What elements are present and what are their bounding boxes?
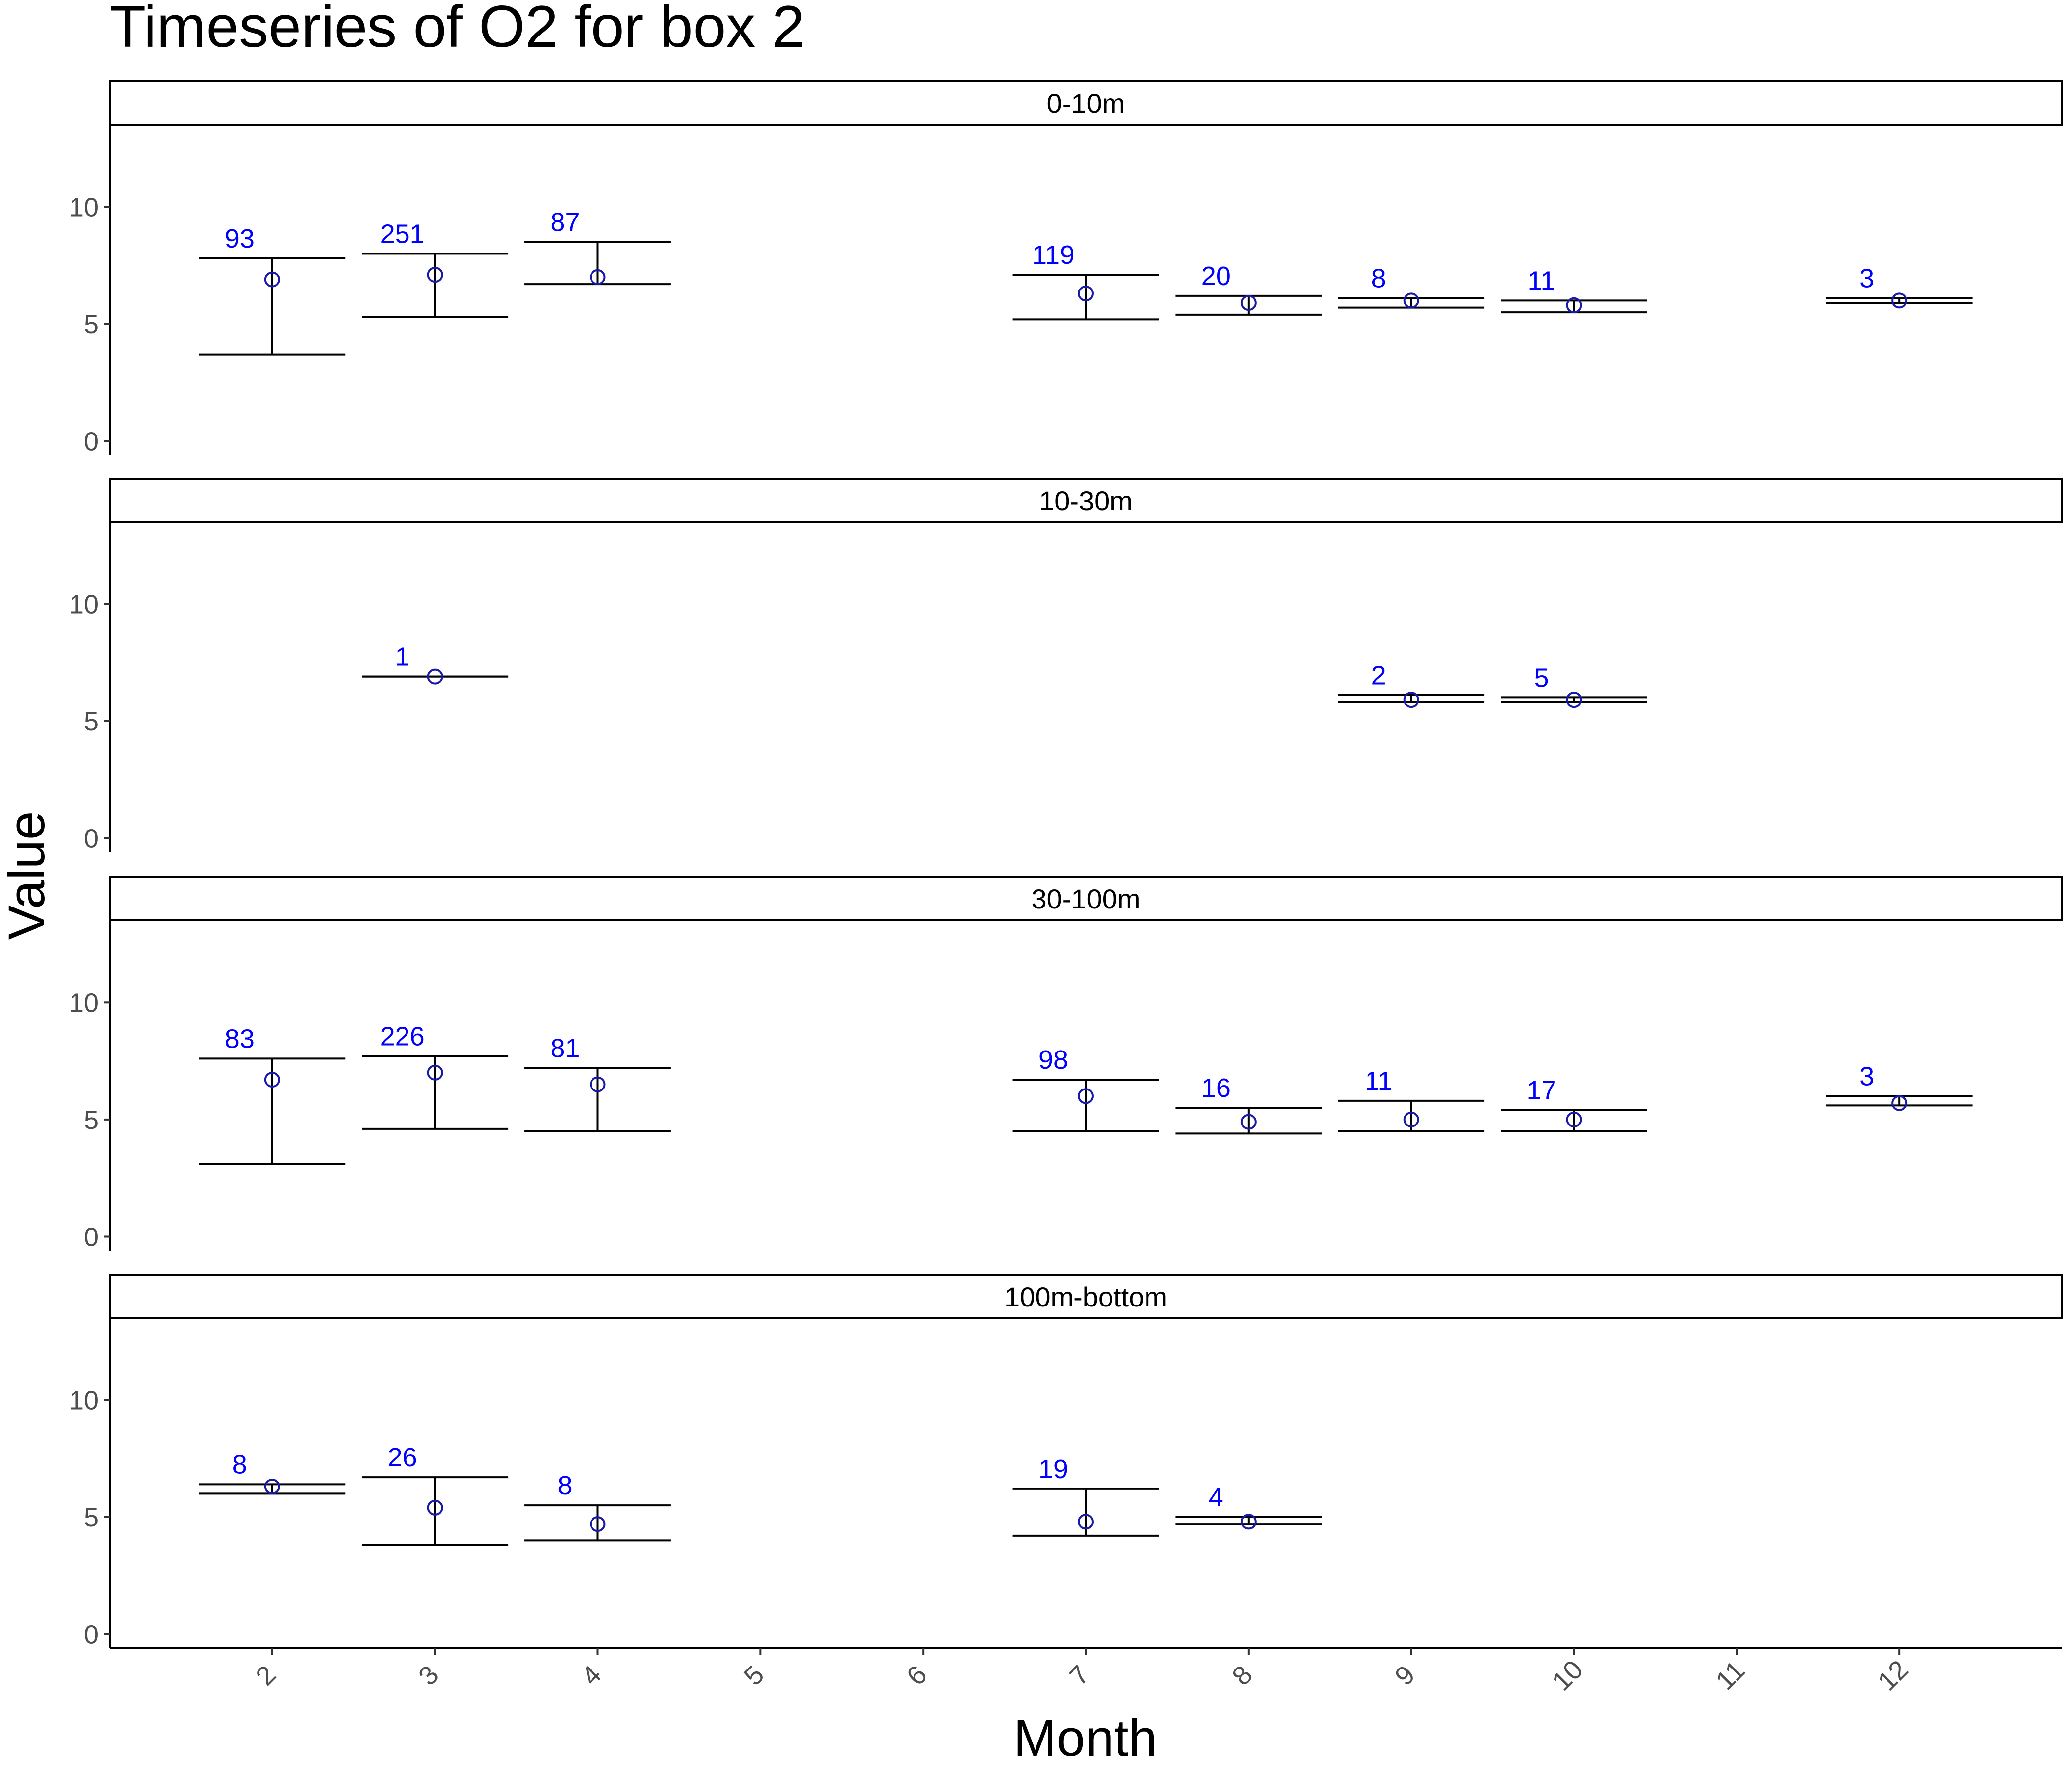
- mean-point: [1078, 286, 1094, 302]
- mean-point: [427, 668, 443, 685]
- facet-strip-label: 30-100m: [1031, 883, 1140, 914]
- mean-point: [590, 269, 606, 285]
- mean-point: [427, 1499, 443, 1516]
- y-tick-label: 0: [84, 1620, 99, 1649]
- mean-point: [1566, 297, 1582, 313]
- count-label: 8: [557, 1471, 572, 1500]
- count-label: 11: [1365, 1066, 1393, 1096]
- x-tick-label: 7: [1064, 1660, 1095, 1691]
- x-tick-label: 11: [1710, 1655, 1751, 1696]
- mean-point: [1078, 1514, 1094, 1530]
- count-label: 87: [550, 208, 580, 237]
- mean-point: [264, 1072, 280, 1088]
- mean-point: [1403, 292, 1419, 309]
- count-label: 98: [1038, 1045, 1068, 1075]
- facet-strip-label: 0-10m: [1047, 88, 1125, 119]
- count-label: 81: [550, 1033, 580, 1063]
- mean-point: [1240, 1514, 1257, 1530]
- x-tick-label: 10: [1547, 1655, 1589, 1697]
- count-label: 251: [380, 219, 425, 249]
- count-label: 4: [1209, 1483, 1223, 1512]
- y-tick-label: 0: [84, 427, 99, 456]
- mean-point: [590, 1516, 606, 1532]
- x-tick-label: 6: [901, 1660, 933, 1691]
- facet-strip: [109, 478, 2063, 523]
- y-tick-label: 5: [84, 310, 99, 339]
- facet-strip: [109, 1274, 2063, 1319]
- x-axis: 2 3 4 5 6 7 8 9 10 11 12: [250, 1648, 1914, 1697]
- y-tick-label: 5: [84, 1503, 99, 1532]
- y-tick-label: 10: [69, 192, 99, 222]
- mean-point: [427, 267, 443, 283]
- y-tick-label: 10: [69, 589, 99, 619]
- mean-point: [1403, 1111, 1419, 1127]
- x-tick-label: 5: [739, 1660, 770, 1691]
- count-label: 17: [1526, 1076, 1556, 1105]
- mean-point: [1891, 1095, 1908, 1111]
- count-label: 226: [380, 1022, 425, 1052]
- mean-point: [1240, 295, 1257, 311]
- count-label: 26: [388, 1443, 417, 1472]
- facet-panel: 100m-bottom 0 5 10 8 26 8 19 4: [69, 1274, 2063, 1649]
- y-tick-label: 0: [84, 824, 99, 853]
- chart-title: Timeseries of O2 for box 2: [110, 0, 805, 60]
- count-label: 8: [232, 1450, 247, 1479]
- count-label: 16: [1201, 1073, 1231, 1103]
- mean-point: [1566, 692, 1582, 708]
- mean-point: [427, 1064, 443, 1081]
- facet-strip: [109, 876, 2063, 921]
- count-label: 3: [1859, 1061, 1874, 1091]
- y-tick-label: 0: [84, 1222, 99, 1252]
- mean-point: [264, 271, 280, 288]
- mean-point: [1078, 1088, 1094, 1104]
- count-label: 83: [225, 1024, 255, 1053]
- x-tick-label: 2: [250, 1660, 282, 1691]
- count-label: 5: [1534, 663, 1549, 692]
- y-tick-label: 10: [69, 988, 99, 1017]
- count-label: 1: [395, 642, 410, 672]
- x-tick-label: 9: [1389, 1660, 1421, 1691]
- x-tick-label: 4: [576, 1660, 607, 1691]
- mean-point: [590, 1076, 606, 1092]
- x-tick-label: 3: [413, 1660, 444, 1691]
- mean-point: [1403, 692, 1419, 708]
- mean-point: [1891, 292, 1908, 309]
- mean-point: [1566, 1111, 1582, 1127]
- count-label: 119: [1032, 240, 1074, 270]
- x-tick-label: 8: [1226, 1660, 1258, 1691]
- facet-strip-label: 10-30m: [1039, 485, 1133, 516]
- count-label: 8: [1371, 264, 1386, 293]
- y-axis-label: Value: [0, 811, 56, 940]
- mean-point: [1240, 1114, 1257, 1130]
- x-tick-label: 12: [1872, 1655, 1914, 1697]
- facet-panel: 0-10m 0 5 10 93 251 87 119 20 8 11 3: [69, 80, 2063, 456]
- facet-panel: 10-30m 0 5 10 1 2 5: [69, 478, 2063, 853]
- mean-point: [264, 1479, 280, 1495]
- facet-strip: [109, 80, 2063, 126]
- count-label: 11: [1527, 266, 1555, 295]
- count-label: 93: [225, 224, 255, 254]
- facet-panel: 30-100m 0 5 10 83 226 81 98 16 11 17 3: [69, 876, 2063, 1252]
- y-tick-label: 10: [69, 1385, 99, 1415]
- x-axis-label: Month: [1013, 1709, 1157, 1767]
- count-label: 19: [1038, 1454, 1068, 1484]
- y-tick-label: 5: [84, 1105, 99, 1135]
- count-label: 3: [1859, 264, 1874, 293]
- count-label: 2: [1371, 661, 1386, 690]
- y-tick-label: 5: [84, 707, 99, 736]
- count-label: 20: [1201, 261, 1231, 291]
- facet-strip-label: 100m-bottom: [1004, 1281, 1167, 1312]
